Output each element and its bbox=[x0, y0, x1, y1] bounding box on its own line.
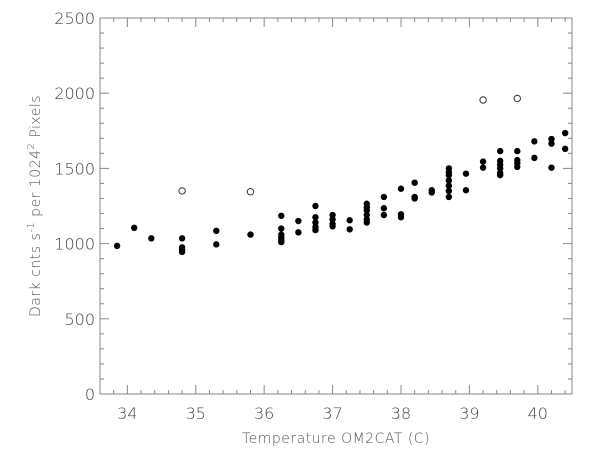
y-axis-title-sup: 2 bbox=[26, 143, 37, 150]
filled-data-point bbox=[346, 217, 353, 224]
filled-data-point bbox=[312, 214, 319, 221]
axis-tick-labels: 34 35 36 37 38 39 40 0 500 1000 1500 2000 2500 bbox=[54, 9, 548, 423]
filled-data-point bbox=[295, 229, 302, 236]
filled-data-point bbox=[380, 211, 388, 219]
filled-data-point bbox=[445, 177, 453, 184]
filled-data-point bbox=[462, 170, 470, 177]
x-tick-label: 39 bbox=[459, 404, 479, 423]
filled-data-point bbox=[278, 225, 285, 232]
x-axis-title: Temperature OM2CAT (C) bbox=[242, 431, 430, 447]
filled-data-point bbox=[548, 135, 555, 143]
filled-data-point bbox=[561, 145, 569, 153]
filled-data-point bbox=[329, 223, 336, 230]
filled-data-point bbox=[329, 211, 336, 219]
filled-data-point bbox=[213, 241, 220, 248]
filled-data-point bbox=[462, 187, 470, 194]
y-tick-label: 1500 bbox=[54, 159, 95, 178]
plot-frame bbox=[99, 17, 573, 395]
open-data-point bbox=[246, 188, 255, 196]
open-data-point bbox=[479, 96, 487, 104]
y-tick-label: 2500 bbox=[54, 9, 95, 28]
filled-data-point bbox=[496, 147, 504, 155]
filled-data-point bbox=[148, 235, 155, 242]
filled-data-point bbox=[363, 207, 370, 214]
data-points bbox=[113, 94, 569, 256]
y-tick-label: 2000 bbox=[54, 84, 95, 103]
axis-ticks bbox=[99, 17, 572, 395]
filled-data-point bbox=[479, 164, 487, 171]
filled-data-point bbox=[113, 242, 121, 250]
x-tick-label: 38 bbox=[391, 404, 411, 423]
y-axis-title-sup: -1 bbox=[26, 222, 37, 233]
filled-data-point bbox=[411, 179, 418, 186]
y-axis-title-part: per 1024 bbox=[28, 149, 44, 221]
filled-data-point bbox=[548, 164, 555, 171]
filled-data-point bbox=[531, 154, 538, 162]
filled-data-point bbox=[312, 226, 319, 234]
filled-data-point bbox=[329, 216, 336, 223]
open-data-point bbox=[513, 94, 521, 103]
x-tick-label: 37 bbox=[322, 404, 342, 423]
x-tick-label: 35 bbox=[186, 404, 206, 423]
x-tick-label: 40 bbox=[528, 404, 548, 423]
filled-data-point bbox=[479, 158, 487, 165]
filled-data-point bbox=[411, 195, 418, 202]
filled-data-point bbox=[514, 147, 521, 155]
filled-data-point bbox=[312, 219, 319, 226]
filled-data-point bbox=[363, 211, 370, 219]
filled-data-point bbox=[131, 224, 138, 232]
filled-data-point bbox=[496, 165, 504, 172]
x-tick-label: 34 bbox=[117, 404, 137, 423]
filled-data-point bbox=[445, 193, 453, 201]
filled-data-point bbox=[178, 248, 186, 256]
open-data-point bbox=[178, 187, 186, 195]
filled-data-point bbox=[445, 182, 453, 189]
filled-data-point bbox=[178, 235, 186, 242]
filled-data-point bbox=[445, 187, 453, 195]
filled-data-point bbox=[247, 231, 254, 238]
filled-data-point bbox=[548, 140, 555, 147]
filled-data-point bbox=[346, 226, 353, 233]
filled-data-point bbox=[213, 227, 220, 235]
filled-data-point bbox=[278, 212, 285, 219]
filled-data-point bbox=[496, 171, 504, 179]
filled-data-point bbox=[514, 163, 521, 171]
x-tick-label: 36 bbox=[254, 404, 274, 423]
filled-data-point bbox=[531, 138, 538, 145]
filled-data-point bbox=[445, 171, 453, 179]
filled-data-point bbox=[363, 219, 370, 226]
filled-data-point bbox=[428, 189, 435, 196]
y-axis-title-part: Pixels bbox=[28, 95, 44, 143]
y-axis-title-part: Dark cnts s bbox=[28, 233, 44, 317]
y-tick-label: 0 bbox=[85, 385, 95, 404]
y-tick-label: 1000 bbox=[54, 235, 95, 254]
filled-data-point bbox=[278, 238, 285, 246]
filled-data-point bbox=[397, 214, 405, 221]
y-tick-label: 500 bbox=[64, 310, 95, 329]
filled-data-point bbox=[561, 129, 569, 137]
filled-data-point bbox=[312, 202, 319, 210]
y-axis-title: Dark cnts s-1 per 10242 Pixels bbox=[26, 95, 44, 317]
filled-data-point bbox=[397, 185, 405, 192]
filled-data-point bbox=[295, 217, 302, 225]
filled-data-point bbox=[380, 205, 388, 212]
filled-data-point bbox=[380, 193, 388, 201]
